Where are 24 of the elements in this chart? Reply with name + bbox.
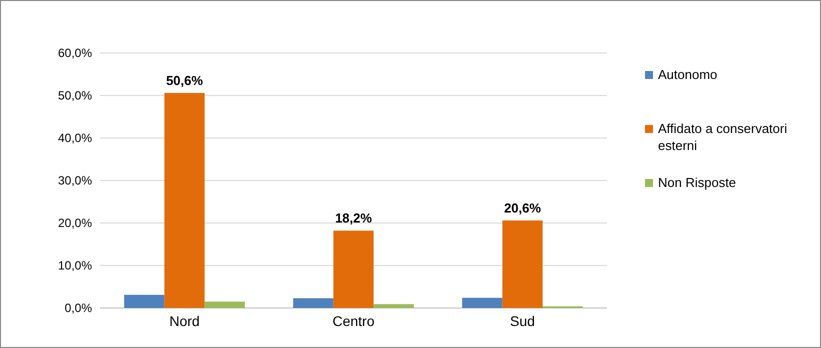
bar: [462, 298, 502, 308]
y-tick-label: 0,0%: [64, 300, 92, 315]
y-tick-label: 60,0%: [58, 46, 92, 60]
legend-label: Autonomo: [658, 67, 718, 82]
bar: [124, 294, 164, 308]
x-tick-label: Centro: [332, 312, 375, 329]
x-tick-label: Nord: [169, 312, 200, 329]
y-tick-label: 40,0%: [58, 130, 92, 145]
y-tick-label: 10,0%: [58, 258, 92, 272]
legend-label: Affidato a conservatori esterni: [658, 121, 788, 153]
bar: [333, 230, 374, 308]
bar: [293, 298, 334, 308]
bar: [164, 92, 205, 308]
data-label: 18,2%: [335, 210, 372, 226]
bar: [502, 220, 543, 308]
x-tick-label: Sud: [510, 312, 535, 329]
y-tick-label: 20,0%: [58, 216, 92, 230]
data-label: 20,6%: [504, 200, 542, 216]
data-label: 50,6%: [166, 72, 204, 88]
legend-label: Non Risposte: [658, 175, 736, 190]
bar: [374, 304, 414, 308]
y-tick-label: 30,0%: [58, 173, 92, 188]
y-tick-label: 50,0%: [58, 88, 92, 102]
bar: [204, 302, 245, 308]
